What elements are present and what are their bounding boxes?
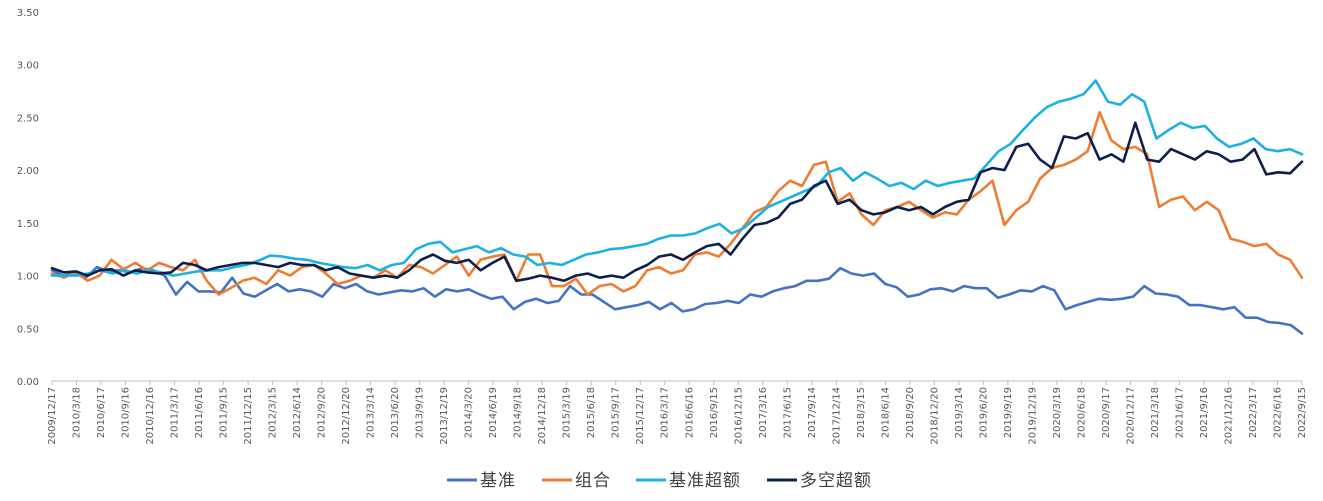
x-tick-label: 2013/12/19 — [439, 387, 450, 445]
series-line-2 — [50, 79, 1304, 277]
series-line-0 — [50, 265, 1304, 335]
x-tick-label: 2016/9/15 — [709, 387, 720, 438]
x-axis: 2009/12/17 2010/3/18 2010/6/17 2010/9/16 201… — [47, 380, 1308, 445]
x-tick-label: 2022/9/15 — [1297, 387, 1308, 438]
x-tick-label: 2010/12/16 — [145, 387, 156, 445]
legend-item-0: 基准 — [447, 471, 516, 491]
x-tick-label: 2014/3/20 — [464, 387, 475, 438]
x-tick-label: 2013/9/19 — [415, 387, 426, 438]
legend-label: 组合 — [575, 471, 611, 491]
y-tick-label: 3.00 — [17, 61, 39, 72]
legend-item-3: 多空超额 — [767, 471, 872, 491]
x-tick-label: 2012/3/15 — [268, 387, 279, 438]
x-tick-label: 2015/12/17 — [635, 387, 646, 445]
y-axis: 0.00 0.50 1.00 1.50 2.00 2.50 3.00 3.50 — [17, 8, 39, 388]
x-tick-label: 2016/6/16 — [684, 387, 695, 438]
x-tick-label: 2022/3/17 — [1248, 387, 1259, 438]
x-tick-label: 2021/9/16 — [1199, 387, 1210, 438]
x-tick-label: 2013/3/14 — [366, 387, 377, 438]
y-tick-label: 1.00 — [17, 272, 39, 283]
x-tick-label: 2019/6/20 — [978, 387, 989, 438]
x-tick-label: 2014/12/18 — [537, 387, 548, 445]
x-tick-label: 2017/12/14 — [831, 387, 842, 445]
x-tick-label: 2019/3/14 — [954, 387, 965, 438]
x-tick-label: 2013/6/20 — [390, 387, 401, 438]
y-tick-label: 2.00 — [17, 166, 39, 177]
y-tick-label: 2.50 — [17, 113, 39, 124]
y-tick-label: 1.50 — [17, 219, 39, 230]
x-tick-label: 2011/9/15 — [219, 387, 230, 438]
x-tick-label: 2020/12/17 — [1125, 387, 1136, 445]
x-tick-label: 2011/12/15 — [243, 387, 254, 445]
legend-item-2: 基准超额 — [636, 471, 741, 491]
x-tick-label: 2022/6/16 — [1272, 387, 1283, 438]
x-tick-label: 2016/12/15 — [733, 387, 744, 445]
legend-item-1: 组合 — [542, 471, 611, 491]
x-tick-label: 2010/3/18 — [72, 387, 83, 438]
x-tick-label: 2021/3/18 — [1150, 387, 1161, 438]
x-tick-label: 2012/6/14 — [292, 387, 303, 438]
x-tick-label: 2015/3/19 — [562, 387, 573, 438]
x-tick-label: 2011/3/17 — [170, 387, 181, 438]
x-tick-label: 2018/9/20 — [905, 387, 916, 438]
x-tick-label: 2010/6/17 — [96, 387, 107, 438]
x-tick-label: 2017/6/15 — [782, 387, 793, 438]
series-line-3 — [50, 121, 1304, 283]
x-tick-label: 2012/9/20 — [317, 387, 328, 438]
x-tick-label: 2020/9/17 — [1101, 387, 1112, 438]
x-tick-label: 2015/9/17 — [611, 387, 622, 438]
x-tick-label: 2017/3/16 — [758, 387, 769, 438]
legend-label: 基准超额 — [669, 471, 741, 491]
y-tick-label: 0.00 — [17, 377, 39, 388]
legend-label: 多空超额 — [800, 471, 872, 491]
y-tick-label: 3.50 — [17, 8, 39, 19]
x-tick-label: 2010/9/16 — [121, 387, 132, 438]
x-tick-label: 2019/9/19 — [1003, 387, 1014, 438]
x-tick-label: 2014/6/19 — [488, 387, 499, 438]
x-tick-label: 2015/6/18 — [586, 387, 597, 438]
x-tick-label: 2019/12/19 — [1027, 387, 1038, 445]
series-line-1 — [50, 110, 1304, 296]
series-layer — [50, 79, 1304, 335]
x-tick-label: 2021/12/16 — [1223, 387, 1234, 445]
x-tick-label: 2021/6/17 — [1174, 387, 1185, 438]
x-tick-label: 2011/6/16 — [194, 387, 205, 438]
x-tick-label: 2018/3/15 — [856, 387, 867, 438]
legend-label: 基准 — [480, 471, 516, 491]
x-tick-label: 2014/9/18 — [513, 387, 524, 438]
x-tick-label: 2018/6/14 — [880, 387, 891, 438]
x-tick-label: 2020/6/18 — [1076, 387, 1087, 438]
y-tick-label: 0.50 — [17, 324, 39, 335]
x-tick-label: 2018/12/20 — [929, 387, 940, 445]
x-tick-label: 2017/9/14 — [807, 387, 818, 438]
legend: 基准 组合 基准超额 多空超额 — [447, 471, 872, 491]
x-tick-label: 2009/12/17 — [47, 387, 58, 445]
x-tick-label: 2020/3/19 — [1052, 387, 1063, 438]
x-tick-label: 2016/3/17 — [660, 387, 671, 438]
x-tick-label: 2012/12/20 — [341, 387, 352, 445]
